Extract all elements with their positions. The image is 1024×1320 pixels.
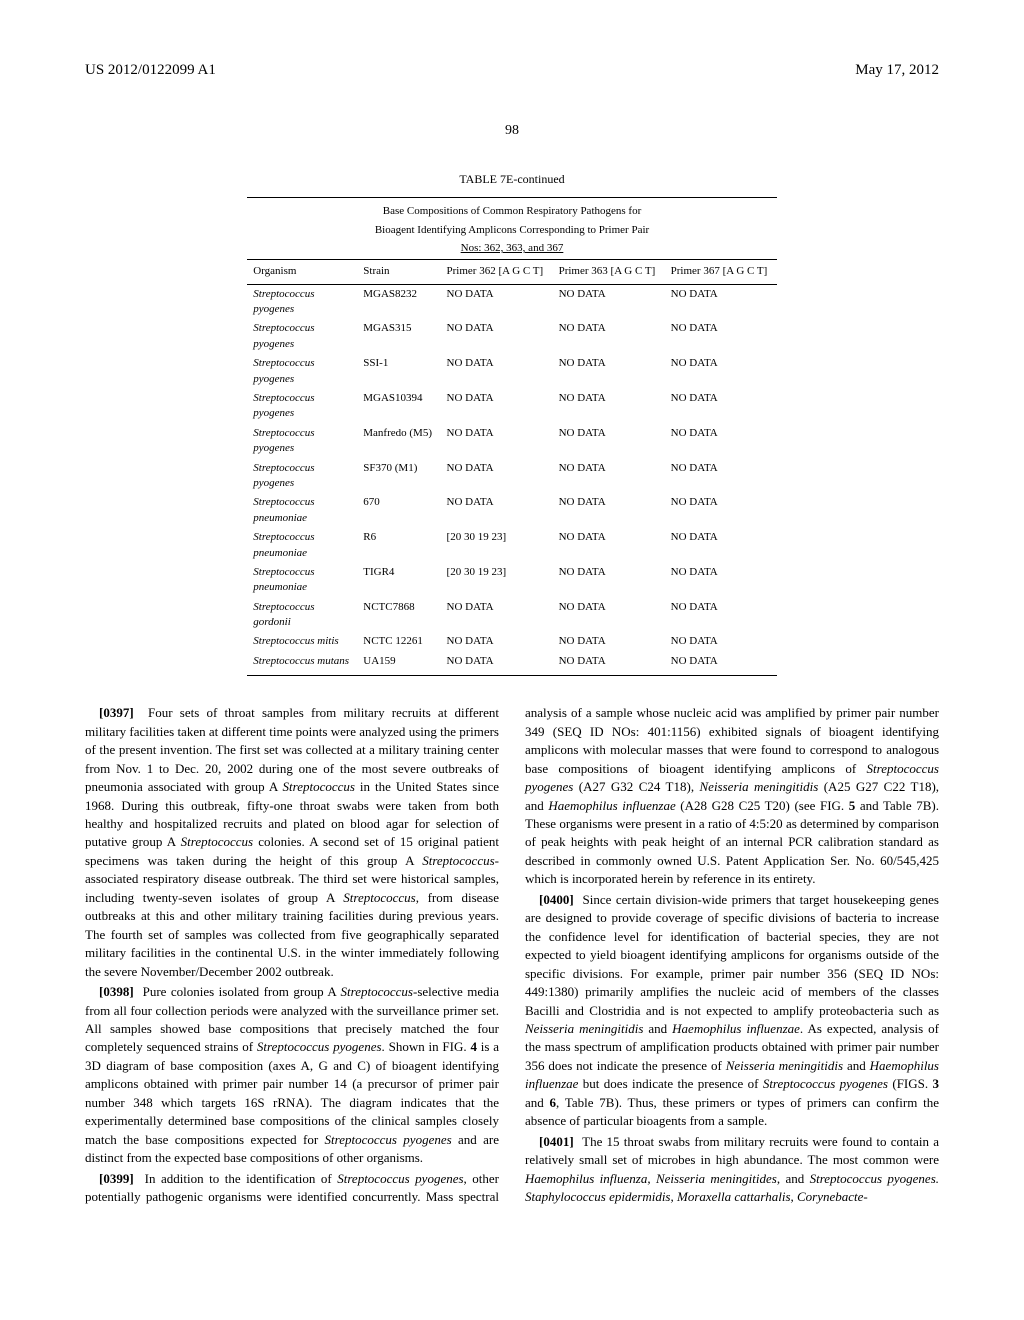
col-p363: Primer 363 [A G C T] [553, 260, 665, 284]
table-subcaption-2: Bioagent Identifying Amplicons Correspon… [85, 223, 939, 237]
cell-p362: NO DATA [441, 389, 553, 424]
cell-p363: NO DATA [553, 598, 665, 633]
cell-strain: NCTC7868 [357, 598, 440, 633]
cell-organism: Streptococcus mitis [247, 632, 357, 651]
cell-p362: NO DATA [441, 319, 553, 354]
table-row: Streptococcus pyogenesManfredo (M5)NO DA… [247, 424, 776, 459]
cell-p367: NO DATA [665, 563, 777, 598]
cell-p363: NO DATA [553, 632, 665, 651]
cell-p363: NO DATA [553, 284, 665, 319]
para-0398-text: Pure colonies isolated from group A Stre… [85, 984, 499, 1165]
cell-p362: NO DATA [441, 284, 553, 319]
cell-strain: NCTC 12261 [357, 632, 440, 651]
cell-p363: NO DATA [553, 319, 665, 354]
cell-organism: Streptococcus pneumoniae [247, 493, 357, 528]
cell-p363: NO DATA [553, 528, 665, 563]
cell-p367: NO DATA [665, 652, 777, 676]
cell-p363: NO DATA [553, 424, 665, 459]
para-0400-text: Since certain division-wide primers that… [525, 892, 939, 1128]
table-subcaption-3: Nos: 362, 363, and 367 [85, 241, 939, 255]
cell-p367: NO DATA [665, 284, 777, 319]
cell-organism: Streptococcus pyogenes [247, 319, 357, 354]
table-row: Streptococcus pyogenesSSI-1NO DATANO DAT… [247, 354, 776, 389]
cell-p363: NO DATA [553, 493, 665, 528]
cell-p362: NO DATA [441, 632, 553, 651]
cell-organism: Streptococcus pneumoniae [247, 528, 357, 563]
table-row: Streptococcus mitisNCTC 12261NO DATANO D… [247, 632, 776, 651]
page-number: 98 [85, 121, 939, 141]
cell-organism: Streptococcus pyogenes [247, 459, 357, 494]
cell-p367: NO DATA [665, 424, 777, 459]
cell-p362: NO DATA [441, 424, 553, 459]
data-table: Organism Strain Primer 362 [A G C T] Pri… [247, 259, 776, 676]
table-row: Streptococcus pneumoniaeR6[20 30 19 23]N… [247, 528, 776, 563]
cell-strain: UA159 [357, 652, 440, 676]
cell-strain: MGAS10394 [357, 389, 440, 424]
col-organism: Organism [247, 260, 357, 284]
doc-id: US 2012/0122099 A1 [85, 60, 216, 81]
cell-strain: R6 [357, 528, 440, 563]
cell-p362: [20 30 19 23] [441, 528, 553, 563]
cell-strain: MGAS315 [357, 319, 440, 354]
cell-p362: [20 30 19 23] [441, 563, 553, 598]
cell-p367: NO DATA [665, 459, 777, 494]
col-p362: Primer 362 [A G C T] [441, 260, 553, 284]
cell-p367: NO DATA [665, 493, 777, 528]
cell-p367: NO DATA [665, 319, 777, 354]
cell-strain: SF370 (M1) [357, 459, 440, 494]
para-0397-text: Four sets of throat samples from militar… [85, 705, 499, 978]
cell-p367: NO DATA [665, 389, 777, 424]
cell-strain: MGAS8232 [357, 284, 440, 319]
cell-p362: NO DATA [441, 459, 553, 494]
cell-p367: NO DATA [665, 354, 777, 389]
cell-p367: NO DATA [665, 632, 777, 651]
doc-date: May 17, 2012 [855, 60, 939, 81]
table-row: Streptococcus pyogenesMGAS10394NO DATANO… [247, 389, 776, 424]
cell-p363: NO DATA [553, 389, 665, 424]
cell-organism: Streptococcus mutans [247, 652, 357, 676]
cell-strain: SSI-1 [357, 354, 440, 389]
table-row: Streptococcus pneumoniae670NO DATANO DAT… [247, 493, 776, 528]
cell-p367: NO DATA [665, 598, 777, 633]
cell-p363: NO DATA [553, 652, 665, 676]
cell-p362: NO DATA [441, 354, 553, 389]
cell-p362: NO DATA [441, 493, 553, 528]
table-row: Streptococcus pyogenesSF370 (M1)NO DATAN… [247, 459, 776, 494]
page-header: US 2012/0122099 A1 May 17, 2012 [85, 60, 939, 81]
cell-organism: Streptococcus pyogenes [247, 354, 357, 389]
body-text: [0397] Four sets of throat samples from … [85, 704, 939, 1207]
cell-p362: NO DATA [441, 652, 553, 676]
table-row: Streptococcus pyogenesMGAS8232NO DATANO … [247, 284, 776, 319]
para-0400: [0400] Since certain division-wide prime… [525, 891, 939, 1131]
col-p367: Primer 367 [A G C T] [665, 260, 777, 284]
cell-p363: NO DATA [553, 354, 665, 389]
table-row: Streptococcus pneumoniaeTIGR4[20 30 19 2… [247, 563, 776, 598]
cell-organism: Streptococcus pyogenes [247, 284, 357, 319]
table-row: Streptococcus gordoniiNCTC7868NO DATANO … [247, 598, 776, 633]
cell-strain: Manfredo (M5) [357, 424, 440, 459]
para-0401-text: The 15 throat swabs from military recrui… [525, 1134, 939, 1204]
cell-p367: NO DATA [665, 528, 777, 563]
para-0401: [0401] The 15 throat swabs from military… [525, 1133, 939, 1207]
cell-strain: 670 [357, 493, 440, 528]
cell-strain: TIGR4 [357, 563, 440, 598]
para-0398: [0398] Pure colonies isolated from group… [85, 983, 499, 1168]
col-strain: Strain [357, 260, 440, 284]
cell-organism: Streptococcus pyogenes [247, 389, 357, 424]
para-0397: [0397] Four sets of throat samples from … [85, 704, 499, 981]
cell-organism: Streptococcus pneumoniae [247, 563, 357, 598]
table-row: Streptococcus pyogenesMGAS315NO DATANO D… [247, 319, 776, 354]
cell-p362: NO DATA [441, 598, 553, 633]
cell-organism: Streptococcus pyogenes [247, 424, 357, 459]
table-row: Streptococcus mutansUA159NO DATANO DATAN… [247, 652, 776, 676]
cell-p363: NO DATA [553, 563, 665, 598]
cell-p363: NO DATA [553, 459, 665, 494]
table-subcaption-1: Base Compositions of Common Respiratory … [85, 204, 939, 218]
cell-organism: Streptococcus gordonii [247, 598, 357, 633]
table-caption: TABLE 7E-continued [85, 171, 939, 188]
